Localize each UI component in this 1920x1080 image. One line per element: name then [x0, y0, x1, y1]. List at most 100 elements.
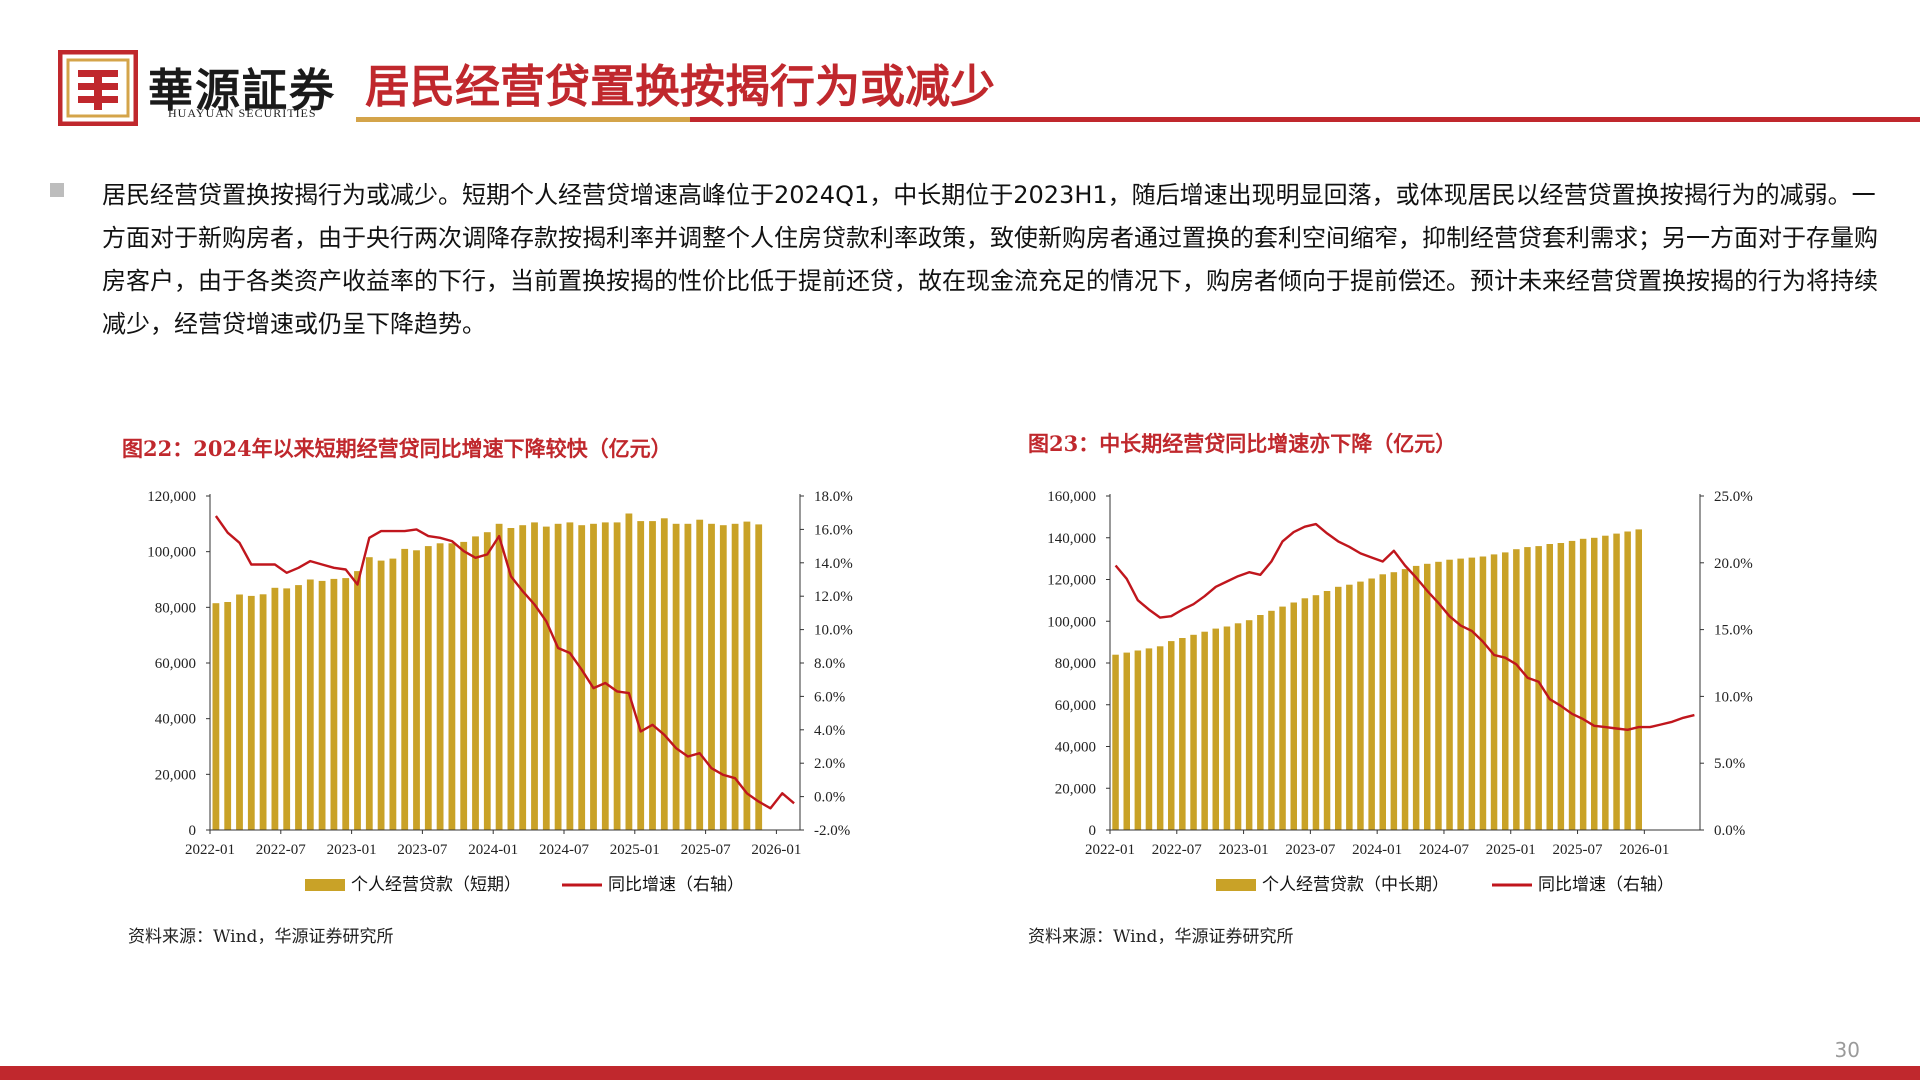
body-paragraph: 居民经营贷置换按揭行为或减少。短期个人经营贷增速高峰位于2024Q1，中长期位于… [102, 181, 1878, 338]
bar [1201, 631, 1208, 830]
bar [448, 543, 456, 830]
legend-bar-label: 个人经营贷款（短期） [351, 875, 521, 895]
bar [295, 585, 302, 830]
y-tick-label: 80,000 [1055, 656, 1096, 672]
brand-name: 華源証券 [148, 64, 337, 117]
bar [283, 588, 291, 830]
bar [590, 523, 597, 830]
bar [1401, 569, 1409, 830]
bar [755, 524, 763, 830]
bar [1323, 591, 1331, 830]
header-rule-red [690, 117, 1920, 122]
bar [1290, 602, 1297, 830]
y-tick-label: 120,000 [147, 489, 196, 505]
bar [401, 548, 409, 830]
bar [1357, 581, 1364, 830]
y2-tick-label: 12.0% [814, 589, 853, 605]
bar [649, 521, 656, 830]
bar [1457, 558, 1464, 830]
bar [377, 560, 385, 830]
y-tick-label: 160,000 [1047, 489, 1096, 505]
bar [1234, 623, 1242, 830]
y2-tick-label: 0.0% [1714, 823, 1745, 839]
growth-line [1114, 522, 1695, 732]
x-tick-label: 2023-01 [327, 842, 377, 858]
bar [212, 603, 220, 830]
bar [259, 594, 267, 830]
legend-bar-swatch [1216, 879, 1256, 891]
footer-bar [0, 1066, 1920, 1080]
brand-logo [58, 50, 138, 126]
x-tick-label: 2022-01 [1085, 842, 1135, 858]
bar [696, 519, 704, 830]
y-tick-label: 80,000 [155, 600, 196, 616]
bar [531, 522, 538, 830]
bar [507, 528, 515, 830]
bar [1346, 584, 1353, 830]
bar [1312, 595, 1320, 830]
bar [1168, 641, 1175, 830]
bar [1190, 634, 1197, 830]
bar [1134, 650, 1142, 830]
bar [1524, 547, 1531, 830]
bar [1602, 535, 1609, 830]
bullet-square-icon [50, 183, 64, 197]
bar [1390, 572, 1398, 830]
y2-tick-label: 16.0% [814, 522, 853, 538]
bar [1479, 556, 1487, 830]
y2-tick-label: 2.0% [814, 756, 845, 772]
bar [1446, 559, 1453, 830]
bar [519, 525, 527, 830]
legend-bar-swatch [305, 879, 345, 891]
y2-tick-label: 25.0% [1714, 489, 1753, 505]
bar [1613, 533, 1620, 830]
y2-tick-label: 20.0% [1714, 556, 1753, 572]
bar [1279, 606, 1286, 830]
bar [613, 522, 621, 830]
y-tick-label: 140,000 [1047, 531, 1096, 547]
bar [1557, 543, 1565, 830]
bar [389, 558, 397, 830]
bar [1468, 557, 1476, 830]
figure-22-chart: 0 20,000 40,000 60,000 80,000 100,000 120,000 -… [147, 489, 853, 895]
bar [1412, 565, 1420, 830]
bar [672, 523, 680, 830]
bar [495, 523, 503, 830]
y-tick-label: 120,000 [1047, 573, 1096, 589]
bar [318, 580, 326, 830]
bar [660, 518, 668, 830]
x-tick-label: 2024-01 [468, 842, 518, 858]
figure-22-source: 资料来源：Wind，华源证券研究所 [128, 927, 394, 947]
figure-22-title: 图22：2024年以来短期经营贷同比增速下降较快（亿元） [122, 436, 672, 461]
bar [1212, 628, 1219, 830]
x-tick-label: 2023-07 [397, 842, 447, 858]
bar [1379, 574, 1386, 830]
bar [1368, 578, 1375, 830]
y-tick-label: 0 [189, 823, 197, 839]
bar [413, 550, 420, 830]
y2-tick-label: 4.0% [814, 723, 845, 739]
y-tick-label: 20,000 [1055, 781, 1096, 797]
bar [1424, 563, 1431, 830]
bar [625, 513, 633, 830]
bar [1223, 626, 1231, 830]
bar [1490, 554, 1498, 830]
bar [684, 523, 692, 830]
figure-23-title: 图23：中长期经营贷同比增速亦下降（亿元） [1028, 431, 1457, 456]
x-tick-label: 2022-07 [256, 842, 306, 858]
y-tick-label: 40,000 [155, 712, 196, 728]
bar [1335, 586, 1342, 830]
bar [330, 578, 338, 830]
bar [247, 595, 255, 830]
figure-23-chart: 0 20,000 40,000 60,000 80,000 100,000 120,000 1… [1047, 489, 1753, 895]
legend-line-label: 同比增速（右轴） [1538, 875, 1674, 895]
header-rule-gold [356, 117, 690, 122]
x-tick-label: 2024-07 [1419, 842, 1469, 858]
x-tick-label: 2026-01 [751, 842, 801, 858]
y2-tick-label: 5.0% [1714, 756, 1745, 772]
bar [236, 594, 243, 830]
bar [436, 543, 444, 830]
x-tick-label: 2025-01 [1486, 842, 1536, 858]
x-tick-label: 2022-01 [185, 842, 235, 858]
bar [271, 587, 279, 830]
